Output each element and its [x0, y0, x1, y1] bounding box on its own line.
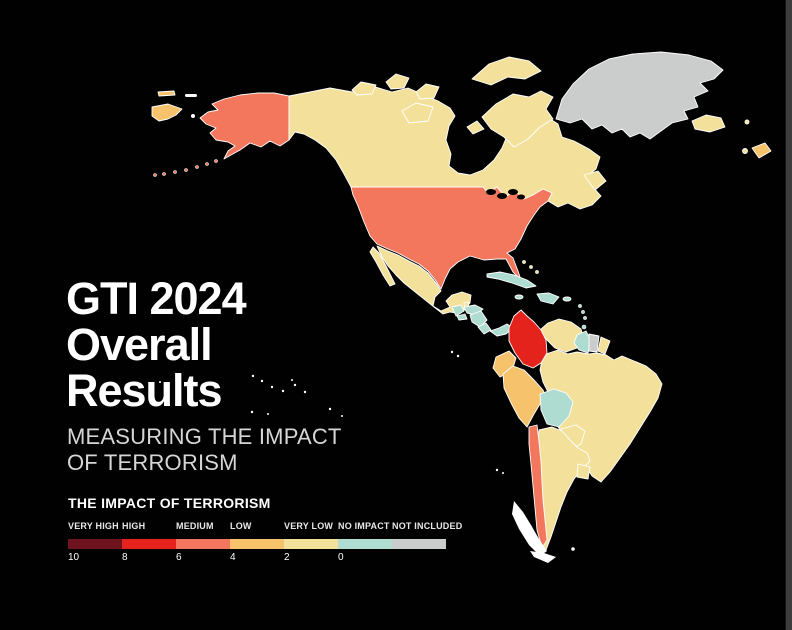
legend-label-not-included: NOT INCLUDED	[392, 521, 463, 531]
island-trinidad	[581, 324, 587, 330]
legend-tick-6: 6	[176, 552, 182, 563]
legend-color-bar	[68, 539, 446, 549]
legend-heading: THE IMPACT OF TERRORISM	[68, 495, 271, 511]
island-arctic-1	[351, 81, 377, 96]
legend-swatch-very-high	[68, 539, 122, 549]
island-arctic-3	[415, 83, 440, 100]
page-title-line-2: Overall	[66, 319, 213, 370]
island-antilles-3	[583, 316, 587, 320]
country-chile	[528, 424, 548, 549]
island-aleutian-7	[153, 173, 157, 177]
island-bahamas-3	[535, 270, 539, 274]
country-ireland-dot	[742, 148, 748, 154]
country-el-salvador	[456, 313, 468, 321]
legend-label-no-impact: NO IMPACT	[338, 521, 390, 531]
island-baffin	[481, 90, 554, 148]
patagonia-fjords	[512, 501, 547, 556]
island-antilles-2	[581, 310, 585, 314]
country-guyana	[573, 330, 592, 354]
country-usa	[350, 186, 553, 290]
island-victoria	[401, 102, 434, 124]
country-costa-rica	[477, 322, 492, 335]
page-title-line-1: GTI 2024	[66, 273, 247, 324]
great-lakes	[486, 189, 525, 200]
tierra-del-fuego	[530, 551, 556, 563]
subtitle-line-2: OF TERRORISM	[67, 450, 238, 475]
country-greenland	[555, 51, 724, 140]
country-cuba	[486, 271, 537, 289]
country-colombia	[508, 309, 548, 369]
country-alaska	[199, 92, 290, 160]
country-hispaniola	[536, 292, 560, 305]
island-aleutian-4	[184, 168, 188, 172]
country-suriname	[588, 333, 600, 353]
legend-scale-ticks: 10 8 6 4 2 0	[68, 552, 392, 563]
country-french-guiana	[597, 336, 611, 355]
legend-swatch-medium	[176, 539, 230, 549]
legend-label-high: HIGH	[122, 521, 146, 531]
country-uruguay	[576, 463, 591, 480]
right-edge-strip	[785, 0, 792, 630]
legend-swatch-low	[230, 539, 284, 549]
island-specks	[159, 94, 575, 563]
legend-tick-0: 0	[338, 552, 344, 563]
country-iceland	[691, 114, 726, 133]
country-baja-peninsula	[369, 246, 396, 287]
country-mexico	[376, 245, 472, 315]
island-aleutian-1	[214, 159, 218, 163]
legend-label-low: LOW	[230, 521, 252, 531]
island-southampton	[466, 120, 485, 135]
country-nicaragua	[469, 310, 488, 328]
island-faroe-dot	[744, 119, 750, 125]
country-guatemala	[451, 304, 465, 317]
legend-label-medium: MEDIUM	[176, 521, 214, 531]
legend-tick-2: 2	[284, 552, 290, 563]
island-bahamas-1	[522, 260, 526, 264]
island-arctic-2	[385, 73, 410, 90]
island-antilles-1	[578, 304, 582, 308]
title-block: GTI 2024 Overall Results	[66, 273, 247, 416]
legend-labels: VERY HIGH HIGH MEDIUM LOW VERY LOW NO IM…	[68, 521, 463, 531]
country-russia-fragment	[151, 103, 183, 122]
country-russia-arctic-dash	[157, 90, 176, 97]
island-aleutian-5	[173, 170, 177, 174]
country-uk-fragment	[751, 142, 772, 159]
country-bolivia	[539, 388, 574, 428]
page-subtitle: MEASURING THE IMPACT OF TERRORISM	[67, 424, 342, 476]
subtitle-line-1: MEASURING THE IMPACT	[67, 424, 342, 449]
island-aleutian-2	[205, 162, 209, 166]
legend: THE IMPACT OF TERRORISM VERY HIGH HIGH M…	[68, 495, 468, 563]
country-peru	[502, 365, 548, 428]
legend-label-very-low: VERY LOW	[284, 521, 334, 531]
legend-tick-4: 4	[230, 552, 236, 563]
country-puerto-rico	[562, 296, 572, 302]
legend-tick-10: 10	[68, 552, 80, 563]
legend-swatch-no-impact	[338, 539, 392, 549]
legend-swatch-not-included	[392, 539, 446, 549]
island-newfoundland	[583, 170, 607, 191]
island-aleutian-3	[195, 165, 199, 169]
island-bahamas-2	[529, 265, 533, 269]
island-aleutian-6	[162, 172, 166, 176]
page-title-line-3: Results	[66, 365, 223, 416]
island-ellesmere	[471, 56, 542, 86]
legend-label-very-high: VERY HIGH	[68, 521, 119, 531]
legend-swatch-high	[122, 539, 176, 549]
country-jamaica	[514, 294, 524, 300]
legend-tick-8: 8	[122, 552, 128, 563]
legend-swatch-very-low	[284, 539, 338, 549]
